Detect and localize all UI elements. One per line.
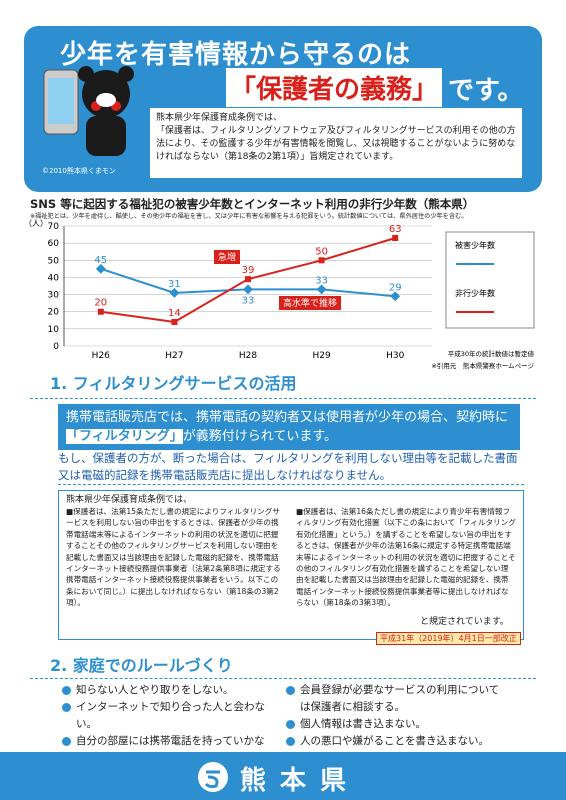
law-box <box>58 490 524 640</box>
point <box>97 308 104 315</box>
info-text: 携帯電話販売店では、携帯電話の契約者又は使用者が少年の場合、契約時に <box>66 410 509 425</box>
y-tick-label: 60 <box>48 239 60 249</box>
source: ※引用元 熊本県警察ホームページ <box>431 361 534 370</box>
value-label: 39 <box>242 265 255 276</box>
y-tick-label: 0 <box>53 342 59 352</box>
law-intro: 熊本県少年保護育成条例では、 <box>66 495 193 505</box>
value-label: 29 <box>389 282 402 293</box>
rule: 会員登録が必要なサービスの利用については保護者に相談する。 <box>286 682 506 716</box>
value-label: 50 <box>315 246 328 257</box>
value-label: 14 <box>168 308 181 319</box>
law-left: ■保護者は、法第15条ただし書の規定によりフィルタリングサービスを利用しない旨の… <box>66 507 281 608</box>
y-tick-label: 70 <box>48 222 60 232</box>
logo <box>198 762 228 792</box>
ordinance-intro: 熊本県少年保護育成条例では、 <box>156 113 283 123</box>
annotation-box <box>279 296 342 310</box>
point <box>392 235 399 241</box>
divider <box>30 678 536 679</box>
rule: 知らない人とやり取りをしない。 <box>62 682 272 699</box>
info-text: が義務付けられています。 <box>182 429 338 444</box>
y-tick-label: 30 <box>48 291 60 301</box>
y-tick-label: 50 <box>48 256 60 266</box>
point <box>316 284 327 295</box>
mascot <box>43 66 134 156</box>
credit: ©2010熊本県くまモン <box>42 167 116 175</box>
value-label: 63 <box>389 224 402 235</box>
info-highlight: 「フィルタリング」 <box>66 429 183 444</box>
rule: 個人情報は書き込まない。 <box>286 716 506 733</box>
section-heading: 1. フィルタリングサービスの活用 <box>50 374 297 393</box>
revision-stamp: 平成31年（2019年）4月1日一部改正 <box>376 632 521 645</box>
notice: もし、保護者の方が、断った場合は、フィルタリングを利用しない理由等を記載した書面… <box>58 450 524 485</box>
section-heading: 2. 家庭でのルールづくり <box>50 656 233 675</box>
point <box>318 257 325 264</box>
x-tick-label: H26 <box>92 351 110 361</box>
law-closing: と規定されています。 <box>420 617 509 627</box>
point <box>171 319 178 325</box>
y-tick-label: 10 <box>48 325 60 335</box>
y-tick-label: 40 <box>48 273 60 283</box>
point <box>245 276 251 283</box>
footer <box>0 752 566 800</box>
value-label: 33 <box>242 295 255 306</box>
divider <box>30 398 536 400</box>
point <box>243 284 253 295</box>
x-tick-label: H30 <box>386 351 404 361</box>
value-label: 33 <box>315 275 328 286</box>
rule: 人の悪口や嫌がることを書き込まない。 <box>286 733 506 750</box>
value-label: 45 <box>94 255 107 266</box>
footnote: 平成30年の統計数値は暫定値 <box>448 349 535 358</box>
title: 少年を有害情報から守るのは <box>60 40 412 70</box>
point <box>169 287 180 298</box>
footer-name: 熊本県 <box>240 766 361 796</box>
chart-title: SNS 等に起因する福祉犯の被害少年数とインターネット利用の非行少年数（熊本県） <box>30 197 475 211</box>
rules-right: 会員登録が必要なサービスの利用については保護者に相談する。 個人情報は書き込まない… <box>286 682 506 750</box>
annotation-box <box>214 250 241 264</box>
y-tick-label: 20 <box>48 308 60 318</box>
value-label: 31 <box>168 279 181 290</box>
legend-box <box>445 231 535 329</box>
rule: インターネットで知り合った人と会わない。 <box>62 699 272 733</box>
ordinance-text: 「保護者は、フィルタリングソフトウェア及びフィルタリングサービスの利用その他の方… <box>156 126 516 162</box>
x-tick-label: H29 <box>312 351 330 361</box>
value-label: 20 <box>94 298 107 309</box>
annotation: 急増 <box>218 251 236 263</box>
title-end: です。 <box>448 76 524 106</box>
annotation: 高水準で推移 <box>283 297 337 309</box>
x-tick-label: H27 <box>165 351 183 361</box>
ordinance-box: 熊本県少年保護育成条例では、 「保護者は、フィルタリングソフトウェア及びフィルタ… <box>150 108 522 178</box>
info-box: 携帯電話販売店では、携帯電話の契約者又は使用者が少年の場合、契約時に「フィルタリ… <box>58 404 520 450</box>
x-tick-label: H28 <box>239 351 257 361</box>
legend-label: 非行少年数 <box>455 288 495 298</box>
chart: （人） 0 10 20 30 40 50 60 70 H26 H27 H28 H29 H30 45 31 33 3… <box>24 219 535 370</box>
title-highlight: 「保護者の義務」 <box>226 68 443 107</box>
law-right: ■保護者は、法第16条ただし書の規定により青少年有害情報フィルタリング有効化措置… <box>296 507 516 608</box>
legend-label: 被害少年数 <box>455 240 495 250</box>
y-label: （人） <box>24 219 48 228</box>
chart-note: ※福祉犯とは、少年を虐待し、酷使し、その他少年の福祉を害し、又は少年に有害な影響… <box>30 213 468 220</box>
